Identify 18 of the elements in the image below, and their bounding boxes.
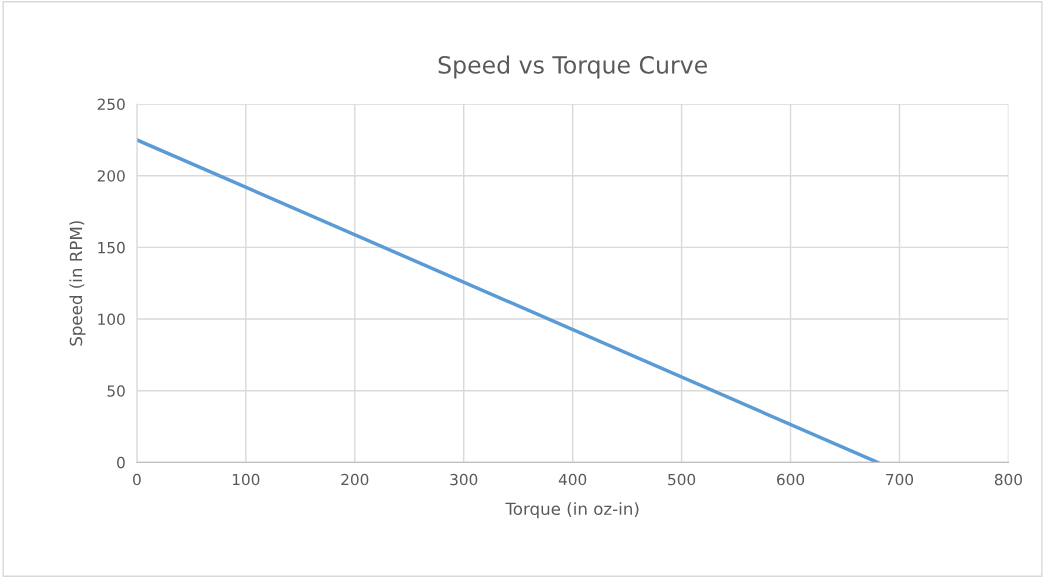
y-tick-label: 150 [98,241,125,254]
x-tick-label: 500 [668,473,696,486]
y-tick-label: 250 [97,98,125,111]
x-axis-title: Torque (in oz-in) [505,502,639,519]
x-tick-label: 100 [232,473,260,486]
x-tick-label: 700 [886,473,914,486]
x-tick-label: 400 [558,473,587,486]
chart-title: Speed vs Torque Curve [438,55,707,79]
y-tick-label: 0 [117,456,125,469]
x-tick-label: 300 [450,473,478,486]
x-tick-label: 800 [994,473,1022,486]
x-tick-label: 600 [777,473,805,486]
y-tick-label: 50 [107,385,125,397]
y-axis-title: Speed (in RPM) [69,221,86,346]
y-tick-label: 200 [97,170,125,182]
x-tick-label: 200 [341,473,369,486]
x-tick-label: 0 [133,473,141,486]
y-tick-label: 100 [98,313,125,326]
